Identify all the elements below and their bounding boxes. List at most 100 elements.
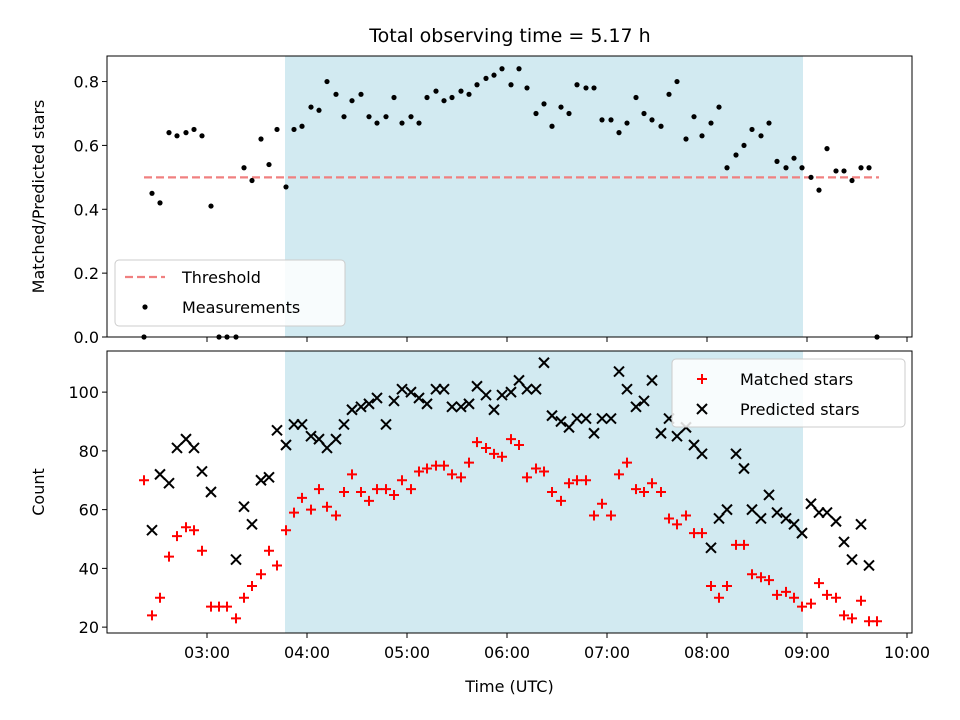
matched-star-point	[489, 448, 499, 459]
measurement-point	[808, 174, 814, 180]
predicted-star-point	[455, 401, 467, 413]
measurement-point	[591, 85, 597, 91]
bottom-panel: 20 40 60 80 100 03:00 04:00 05:00 06:00 07:00 08:0…	[29, 350, 930, 696]
y-axis-label: Matched/Predicted stars	[29, 100, 48, 294]
matched-star-point	[631, 484, 641, 495]
matched-star-point	[581, 475, 591, 486]
matched-star-point	[289, 507, 299, 518]
measurement-point	[641, 110, 647, 117]
measurement-point	[624, 120, 630, 126]
predicted-star-point	[180, 433, 192, 445]
predicted-star-point	[713, 512, 725, 525]
matched-star-point	[597, 498, 607, 509]
x-tick-label: 09:00	[784, 643, 830, 662]
measurement-point	[858, 165, 864, 171]
matched-star-point	[231, 613, 241, 624]
matched-star-point	[164, 551, 174, 562]
measurement-point	[516, 66, 522, 72]
predicted-star-point	[271, 424, 283, 437]
y-tick-label: 0.4	[74, 200, 99, 219]
measurement-point	[291, 126, 297, 133]
y-tick-label: 20	[79, 618, 99, 637]
measurement-point	[341, 114, 347, 120]
measurement-point	[433, 88, 439, 94]
matched-star-point	[439, 460, 449, 471]
y-tick-label: 0.2	[74, 264, 99, 283]
measurement-point	[649, 117, 655, 123]
matched-star-point	[514, 440, 524, 450]
measurement-point	[208, 203, 214, 209]
axes-frame	[106, 350, 913, 634]
matched-star-point	[781, 586, 791, 597]
predicted-star-point	[846, 553, 858, 566]
matched-star-point	[831, 592, 841, 603]
x-tick-label: 05:00	[384, 643, 430, 662]
matched-star-point	[414, 466, 424, 477]
predicted-star-point	[496, 389, 508, 401]
predicted-star-point	[363, 398, 375, 410]
predicted-star-point	[688, 439, 700, 451]
matched-star-point	[272, 560, 282, 571]
measurement-point	[183, 130, 189, 136]
matched-star-point	[247, 581, 257, 591]
predicted-star-point	[855, 518, 867, 531]
predicted-star-point	[563, 421, 575, 434]
legend: Matched stars Predicted stars	[671, 358, 906, 428]
measurement-point	[524, 85, 530, 91]
measurement-point	[358, 91, 364, 97]
legend-measurements-label: Measurements	[182, 298, 300, 317]
measurement-point	[566, 110, 572, 117]
matched-star-point	[547, 487, 557, 497]
predicted-star-point	[530, 383, 542, 395]
measurement-point	[474, 82, 480, 88]
predicted-star-point	[730, 448, 742, 460]
measurement-point	[283, 184, 289, 190]
matched-star-point	[564, 478, 574, 489]
measurement-point	[733, 152, 739, 158]
measurement-point	[599, 117, 605, 123]
measurement-point	[583, 85, 589, 91]
matched-star-point	[222, 601, 232, 612]
predicted-star-point	[588, 427, 600, 439]
measurement-point	[724, 165, 730, 171]
predicted-star-point	[171, 442, 183, 454]
matched-star-point	[147, 610, 157, 621]
measurement-point	[816, 187, 822, 193]
x-tick-label: 03:00	[184, 643, 230, 662]
predicted-star-point	[696, 448, 708, 460]
y-tick-label: 0.8	[74, 73, 99, 92]
measurement-point	[574, 82, 580, 88]
measurement-point	[716, 104, 722, 110]
matched-star-point	[714, 592, 724, 603]
matched-star-point	[589, 510, 599, 521]
y-tick-label: 100	[68, 383, 99, 402]
predicted-star-point	[405, 386, 417, 398]
matched-star-point	[181, 522, 191, 533]
predicted-star-point	[321, 442, 333, 454]
matched-star-point	[347, 469, 357, 480]
measurement-point	[758, 133, 764, 139]
predicted-star-point	[838, 536, 850, 548]
matched-star-point	[447, 469, 457, 480]
measurement-point	[799, 165, 805, 171]
predicted-star-point	[205, 486, 217, 498]
predicted-star-point	[630, 401, 642, 413]
predicted-star-point	[721, 503, 733, 516]
measurement-point	[374, 120, 380, 126]
top-panel: 0.0 0.2 0.4 0.6 0.8 Matched/Predicted stars Th…	[29, 55, 913, 347]
axes-frame	[106, 55, 913, 338]
predicted-star-point	[521, 383, 533, 395]
measurement-point	[174, 133, 180, 139]
legend-box	[671, 358, 906, 428]
predicted-star-point	[538, 357, 550, 369]
predicted-star-point	[546, 409, 558, 422]
matched-star-point	[856, 595, 866, 606]
matched-star-point	[614, 469, 624, 480]
predicted-star-point	[296, 418, 308, 431]
predicted-star-point	[596, 412, 608, 425]
predicted-star-point	[146, 524, 158, 536]
measurement-point	[549, 123, 555, 129]
matched-star-point	[306, 504, 316, 515]
matched-star-point	[847, 613, 857, 624]
matched-star-point	[764, 575, 774, 586]
